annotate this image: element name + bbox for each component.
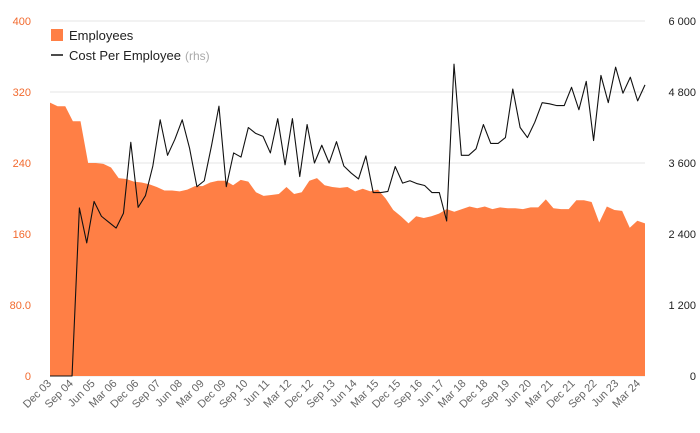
left-tick-label: 400	[13, 16, 31, 28]
left-tick-label: 320	[13, 87, 31, 99]
employees-area-layer	[50, 102, 645, 377]
right-tick-label: 2 400	[668, 229, 696, 241]
right-tick-label: 0	[690, 371, 696, 383]
cost-per-employee-line	[50, 63, 646, 377]
legend-swatch-employees	[51, 29, 63, 41]
left-tick-label: 160	[13, 229, 31, 241]
right-tick-label: 6 000	[668, 16, 696, 28]
right-y-axis: 0 1 200 2 400 3 600 4 800 6 000	[668, 16, 696, 383]
left-tick-label: 80.0	[10, 300, 31, 312]
legend-label-cost-name: Cost Per Employee	[69, 48, 181, 63]
right-tick-label: 4 800	[668, 87, 696, 99]
employees-area	[50, 102, 645, 377]
legend-label-employees: Employees	[69, 28, 134, 43]
right-tick-label: 3 600	[668, 158, 696, 170]
left-y-axis: 0 80.0 160 240 320 400	[10, 16, 31, 383]
cost-line-layer	[50, 63, 646, 377]
left-tick-label: 0	[25, 371, 31, 383]
legend-label-cost: Cost Per Employee (rhs)	[69, 48, 210, 63]
legend-label-cost-note: (rhs)	[185, 49, 210, 63]
left-tick-label: 240	[13, 158, 31, 170]
right-tick-label: 1 200	[668, 300, 696, 312]
legend: Employees Cost Per Employee (rhs)	[51, 28, 210, 63]
